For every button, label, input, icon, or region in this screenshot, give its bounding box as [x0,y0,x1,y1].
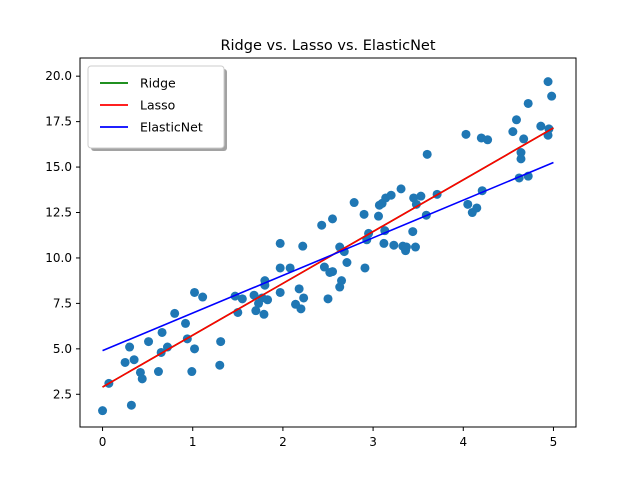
data-point [157,327,167,337]
data-point [98,406,108,416]
data-point [275,238,285,248]
data-point [296,304,306,314]
data-point [401,242,411,252]
data-point [516,154,526,164]
data-point [260,276,270,286]
data-point [349,198,359,208]
data-point [190,287,200,297]
data-point [328,267,338,277]
data-point [360,263,370,273]
data-point [170,308,180,318]
data-point [516,148,526,158]
y-tick-label: 20.0 [45,69,72,83]
axes-frame [79,57,577,428]
data-point [380,226,390,236]
data-point [472,203,482,213]
data-point [523,98,533,108]
data-point [215,360,225,370]
data-point [317,220,327,230]
data-point [294,284,304,294]
data-point [285,263,295,273]
data-point [483,135,493,145]
data-point [389,240,399,250]
data-point [275,263,285,273]
data-point [137,374,147,384]
data-point [259,309,269,319]
data-point [190,344,200,354]
legend-label-ridge: Ridge [140,76,176,91]
data-point [126,400,136,410]
data-point [298,241,308,251]
legend-label-lasso: Lasso [140,98,175,113]
data-point [547,91,557,101]
data-point [519,134,529,144]
data-point [411,199,421,209]
series-line-lasso [102,127,554,388]
data-point [251,306,261,316]
data-point [536,121,546,131]
x-tick-label: 5 [550,435,558,449]
data-point [386,190,396,200]
y-tick-label: 7.5 [53,296,72,310]
x-tick-label: 0 [99,435,107,449]
x-tick-label: 1 [189,435,197,449]
data-point [508,127,518,137]
data-point [422,149,432,159]
x-tick-label: 4 [459,435,467,449]
data-point [237,294,247,304]
data-point [511,115,521,125]
y-tick-label: 12.5 [45,206,72,220]
data-point [144,337,154,347]
data-point [120,357,130,367]
data-point [263,295,273,305]
data-point [181,318,191,328]
data-point [410,242,420,252]
y-tick-label: 2.5 [53,387,72,401]
data-point [342,258,352,267]
data-point [543,77,553,87]
x-tick-label: 2 [279,435,287,449]
data-point [216,337,226,347]
y-tick-label: 15.0 [45,160,72,174]
y-tick-label: 10.0 [45,251,72,265]
data-point [328,214,338,224]
data-point [379,238,389,248]
y-tick-label: 17.5 [45,115,72,129]
data-point [198,292,208,302]
data-point [463,199,473,209]
series-line-elasticnet [102,161,554,352]
legend-label-elasticnet: ElasticNet [140,120,203,135]
x-tick-label: 3 [369,435,377,449]
chart-title: Ridge vs. Lasso vs. ElasticNet [220,38,435,54]
data-point [337,276,347,286]
legend: Ridge Lasso ElasticNet [87,65,227,151]
y-tick-label: 5.0 [53,342,72,356]
data-point [129,355,139,365]
data-point [299,293,309,303]
data-point [461,129,471,139]
data-point [416,191,426,201]
data-point [396,184,406,194]
data-point [275,287,285,297]
data-point [187,367,197,377]
data-point [408,227,418,237]
data-point [359,209,369,219]
data-point [374,211,383,221]
data-point [153,367,163,377]
plot-area: 0 1 2 3 4 5 2.5 5.0 7.5 10.0 12.5 15.0 17.5 20.0 [45,57,577,449]
data-point [323,294,333,304]
data-point [125,342,135,352]
data-point [249,290,259,300]
